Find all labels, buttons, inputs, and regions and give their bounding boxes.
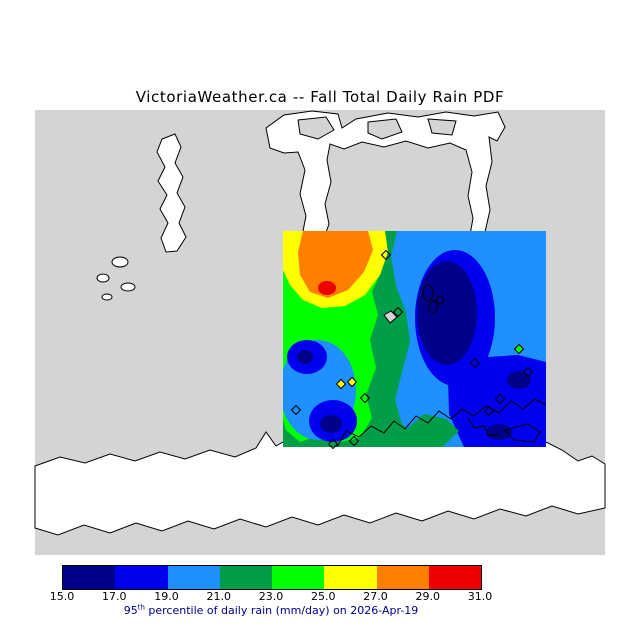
colorbar-segment-1 [115, 566, 168, 589]
colorbar-segment-2 [167, 566, 220, 589]
harbour-outline [467, 417, 500, 437]
contour-east-navy-min [417, 261, 477, 365]
contour-27-29-orange [298, 231, 373, 298]
small-lake-3 [120, 282, 136, 292]
station-diamond [483, 405, 495, 417]
station-diamond [327, 438, 339, 450]
south-coastline [336, 398, 547, 448]
contour-southeast-navy-1 [507, 371, 531, 389]
station-diamond [494, 393, 506, 405]
station-diamond [290, 404, 302, 416]
colorbar-segment-7 [428, 566, 481, 589]
small-lake-1 [111, 256, 129, 268]
caption-ordinal: th [137, 603, 145, 612]
contour-southwest-navy-2 [320, 415, 342, 433]
contour-southwest-navy-1 [297, 350, 313, 364]
colorbar-tick-label: 21.0 [206, 590, 232, 603]
station-markers [290, 249, 534, 450]
colorbar-tick-label: 15.0 [49, 590, 75, 603]
colorbar-ticks: 15.0 17.0 19.0 21.0 23.0 25.0 27.0 29.0 31.0 [50, 590, 493, 603]
station-diamond [434, 294, 446, 306]
contour-southeast-navy-2 [486, 424, 512, 440]
page-title: VictoriaWeather.ca -- Fall Total Daily R… [135, 88, 505, 106]
colorbar-tick-label: 31.0 [467, 590, 493, 603]
colorbar-tick-label: 29.0 [415, 590, 441, 603]
colorbar-tick-label: 23.0 [258, 590, 284, 603]
island-2 [367, 118, 403, 140]
station-diamond [348, 435, 360, 447]
station-diamond [380, 249, 392, 261]
colorbar-tick-label: 17.0 [102, 590, 127, 603]
lake-outline-1 [422, 284, 434, 302]
caption-prefix: 95 [123, 604, 138, 617]
island-1 [297, 116, 335, 140]
colorbar-segment-5 [324, 566, 377, 589]
island-3 [427, 118, 457, 136]
islet-outline [383, 310, 398, 324]
colorbar-segment-6 [376, 566, 429, 589]
lake-chain [156, 133, 187, 253]
colorbar-tick-label: 25.0 [311, 590, 336, 603]
peninsula-outline [504, 423, 541, 443]
coastline-overlay [336, 284, 547, 448]
station-diamond [359, 392, 371, 404]
colorbar [62, 565, 482, 590]
colorbar-tick-label: 19.0 [154, 590, 179, 603]
colorbar-segment-0 [63, 566, 116, 589]
small-lake-4 [101, 293, 113, 301]
colorbar-tick-label: 27.0 [363, 590, 388, 603]
station-diamond [346, 376, 358, 388]
colorbar-segment-3 [219, 566, 272, 589]
lake-outline-2 [428, 300, 438, 314]
rain-field [283, 231, 546, 447]
station-diamond [513, 343, 525, 355]
station-diamond [335, 378, 347, 390]
small-lake-2 [96, 273, 110, 283]
contour-coastal-green-patch [408, 414, 459, 443]
colorbar-segment-4 [272, 566, 325, 589]
water-strait [34, 431, 606, 536]
station-diamond [469, 357, 481, 369]
colorbar-caption: 95th percentile of daily rain (mm/day) o… [42, 604, 500, 617]
contour-29-31-red-core [318, 281, 336, 295]
station-diamond [522, 366, 534, 378]
caption-text: percentile of daily rain (mm/day) on 202… [144, 604, 419, 617]
station-diamond [392, 306, 404, 318]
